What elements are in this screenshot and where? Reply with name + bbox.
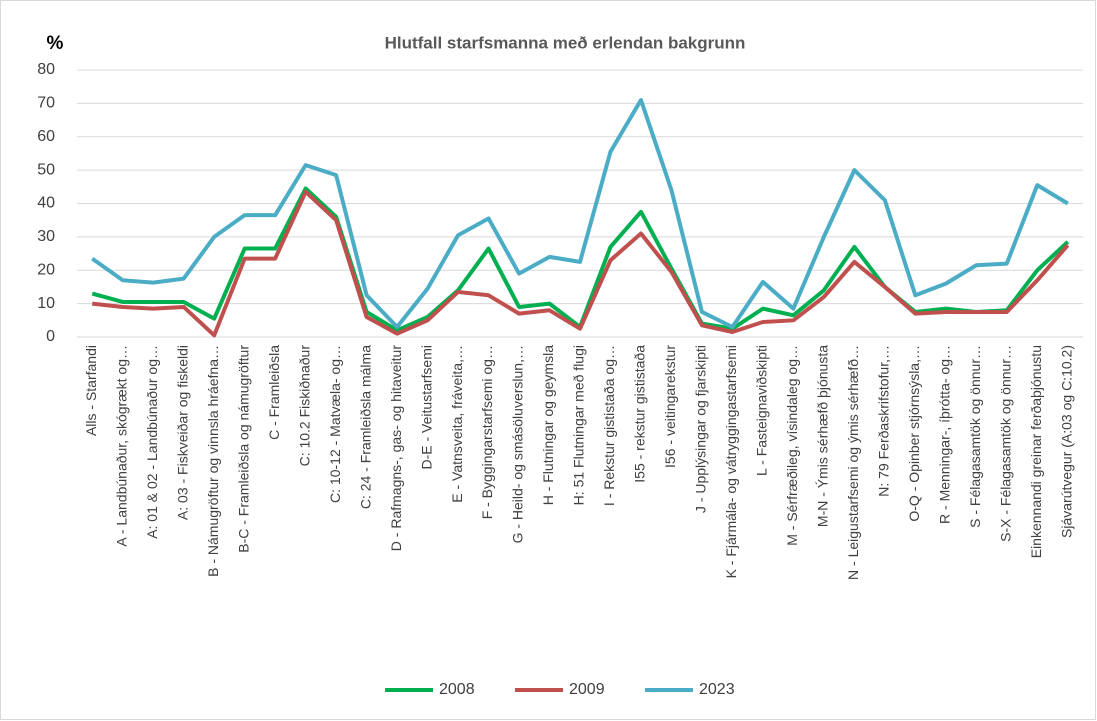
x-tick-label: A: 03 - Fiskveiðar og fiskeldi: [174, 345, 190, 520]
x-tick-label: H: 51 Flutningar með flugi: [571, 345, 587, 505]
x-tick-label: Einkennandi greinar ferðaþjónustu: [1028, 345, 1044, 558]
y-axis-label: %: [47, 33, 64, 54]
x-tick-label: D - Rafmagns-, gas- og hitaveitur: [388, 345, 404, 552]
x-tick-label: A: 01 & 02 - Landbúnaður og…: [144, 345, 160, 539]
x-tick-label: C: 10.2 Fiskiðnaður: [296, 345, 312, 467]
legend-label: 2023: [699, 681, 735, 698]
y-tick-label: 20: [37, 261, 55, 278]
y-tick-label: 50: [37, 161, 55, 178]
y-tick-label: 80: [37, 61, 55, 78]
y-tick-label: 60: [37, 128, 55, 145]
x-tick-label: J - Upplýsingar og fjarskipti: [693, 345, 709, 513]
x-tick-label: N: 79 Ferðaskrifstofur,…: [876, 345, 892, 497]
y-tick-label: 10: [37, 295, 55, 312]
x-tick-label: B - Námugröftur og vinnsla hráefna…: [205, 345, 221, 577]
x-tick-label: C: 24 - Framleiðsla málma: [357, 345, 373, 509]
x-tick-label: N - Leigustarfsemi og ýmis sérhæfð…: [845, 345, 861, 580]
x-tick-label: A - Landbúnaður, skógrækt og…: [113, 345, 129, 547]
legend-label: 2009: [569, 681, 605, 698]
y-tick-label: 40: [37, 195, 55, 212]
series-line: [91, 98, 1069, 329]
y-tick-label: 30: [37, 228, 55, 245]
legend-label: 2008: [439, 681, 475, 698]
x-tick-label: M - Sérfræðileg, vísindaleg og…: [784, 345, 800, 546]
x-tick-label: F - Byggingarstarfsemi og…: [479, 345, 495, 519]
x-tick-label: B-C - Framleiðsla og námugröftur: [235, 345, 251, 553]
x-tick-label: R - Menningar-, íþrótta- og…: [937, 345, 953, 524]
x-tick-label: D-E - Veitustarfsemi: [418, 345, 434, 469]
x-tick-label: E - Vatnsveita, fráveita,…: [449, 345, 465, 503]
x-tick-label: S-X - Félagasamtök og önnur…: [997, 345, 1013, 542]
x-tick-label: O-Q - Opinber stjórnsýsla,…: [906, 345, 922, 522]
x-tick-label: S - Félagasamtök og önnur…: [967, 345, 983, 528]
x-tick-label: K - Fjármála- og vátryggingastarfsemi: [723, 345, 739, 578]
y-tick-label: 0: [46, 328, 55, 345]
x-tick-label: C: 10-12 - Matvæla- og…: [327, 345, 343, 503]
x-tick-label: G - Heild- og smásöluverslun,…: [510, 345, 526, 543]
x-tick-label: L - Fasteignaviðskipti: [754, 345, 770, 476]
chart-title: Hlutfall starfsmanna með erlendan bakgru…: [385, 33, 746, 52]
x-tick-label: M-N - Ýmis sérhæfð þjónusta: [815, 345, 831, 527]
y-tick-label: 70: [37, 95, 55, 112]
x-tick-label: I56 - veitingarekstur: [662, 345, 678, 468]
x-tick-label: H - Flutningar og geymsla: [540, 345, 556, 506]
x-tick-label: I - Rekstur gististaða og…: [601, 345, 617, 506]
series-line: [92, 189, 1070, 338]
x-tick-label: Sjávarútvegur (A:03 og C:10.2): [1058, 345, 1074, 538]
x-tick-label: Alls - Starfandi: [83, 345, 99, 436]
x-tick-label: I55 - rekstur gististaða: [632, 345, 648, 483]
x-tick-label: C - Framleiðsla: [266, 345, 282, 440]
